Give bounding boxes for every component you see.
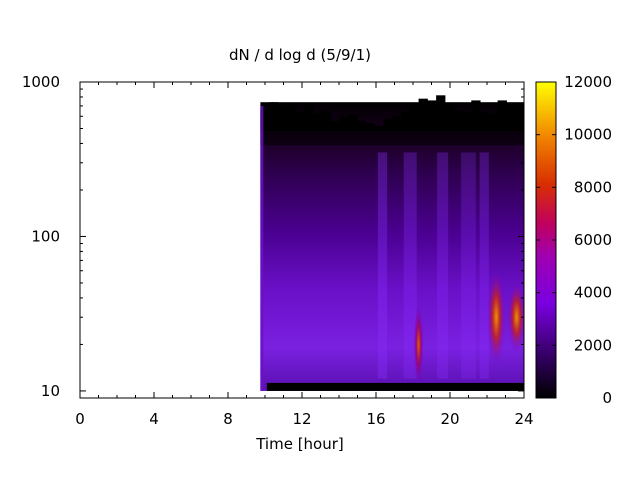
heatmap-cap	[471, 100, 481, 132]
heatmap-cap	[365, 123, 376, 132]
heatmap-cap	[339, 116, 349, 132]
heatmap-cap	[260, 109, 270, 132]
heatmap-cap	[480, 111, 490, 132]
heatmap-hotspot	[487, 269, 506, 366]
chart-title: dN / d log d (5/9/1)	[229, 46, 371, 64]
heatmap-cap	[277, 107, 288, 132]
heatmap-base	[260, 102, 524, 391]
heatmap-cap	[286, 104, 297, 132]
y-tick-label: 10	[41, 382, 60, 400]
heatmap-cap	[269, 102, 279, 132]
x-tick-label: 4	[149, 410, 159, 428]
heatmap-hotspot	[507, 281, 524, 354]
heatmap-cap	[400, 111, 411, 132]
heatmap-cap	[357, 120, 367, 132]
x-tick-label: 24	[514, 410, 533, 428]
colorbar-tick-label: 8000	[574, 178, 612, 196]
heatmap-cap	[453, 110, 463, 132]
x-axis: 0 4 8 12 16 20 24	[75, 82, 534, 428]
heatmap-cap	[330, 120, 340, 132]
x-tick-label: 20	[440, 410, 459, 428]
heatmap-cap	[374, 125, 384, 132]
heatmap-cap	[444, 105, 455, 132]
heatmap-cap	[418, 98, 428, 132]
heatmap-cap	[488, 114, 499, 132]
colorbar-tick-label: 0	[602, 389, 612, 407]
heatmap-cap	[321, 110, 332, 132]
heatmap-stripe	[437, 152, 449, 379]
heatmap-edge-column	[260, 105, 264, 391]
x-axis-label: Time [hour]	[255, 435, 344, 453]
heatmap-cap	[392, 116, 402, 132]
heatmap-cap	[506, 105, 516, 132]
colorbar-tick-label: 2000	[574, 336, 612, 354]
x-tick-label: 0	[75, 410, 85, 428]
heatmap-hotspot	[413, 304, 424, 385]
colorbar-tick-label: 4000	[574, 284, 612, 302]
heatmap-cap	[515, 105, 524, 132]
heatmap-cap	[348, 114, 358, 132]
y-tick-label: 1000	[22, 73, 60, 91]
heatmap-stripe	[479, 152, 489, 379]
heatmap-stripe	[377, 152, 388, 379]
heatmap-cap	[427, 100, 437, 132]
x-tick-label: 8	[223, 410, 233, 428]
y-tick-label: 100	[31, 227, 60, 245]
heatmap-cap	[383, 118, 393, 132]
colorbar-tick-label: 6000	[574, 231, 612, 249]
heatmap-cap	[436, 95, 446, 132]
heatmap-cap	[462, 111, 472, 132]
heatmap-cap	[497, 100, 507, 132]
heatmap-cap	[409, 105, 420, 132]
heatmap-stripe	[403, 152, 417, 379]
heatmap-cap	[304, 105, 314, 132]
heatmap-bottom-band	[266, 382, 524, 391]
heatmap-stripe	[461, 152, 476, 379]
heatmap-cap	[295, 111, 305, 132]
y-axis: 10 100 1000	[22, 73, 524, 400]
heatmap-cap-fade	[260, 131, 524, 146]
colorbar-tick-label: 12000	[564, 73, 612, 91]
colorbar-axis: 0 2000 4000 6000 8000 10000 12000	[536, 73, 612, 407]
heatmap-layer	[260, 95, 524, 391]
colorbar-tick-label: 10000	[564, 126, 612, 144]
heatmap-cap	[313, 114, 323, 132]
x-tick-label: 12	[292, 410, 311, 428]
x-tick-label: 16	[366, 410, 385, 428]
